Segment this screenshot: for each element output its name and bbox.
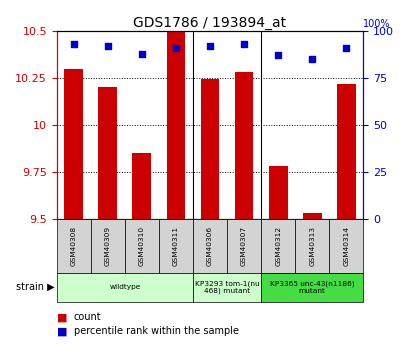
Text: GSM40311: GSM40311 [173,226,179,266]
Point [207,43,213,49]
Text: GSM40310: GSM40310 [139,226,145,266]
Text: GSM40308: GSM40308 [71,226,77,266]
Point [173,45,179,51]
Text: strain ▶: strain ▶ [16,282,55,292]
Text: GSM40312: GSM40312 [275,226,281,266]
Text: count: count [74,313,101,322]
Bar [235,72,253,219]
Bar [167,0,185,219]
Point [343,45,349,51]
Point [105,43,111,49]
Point [309,57,315,62]
Text: ■: ■ [57,326,67,336]
Bar [132,153,151,219]
Bar [337,84,356,219]
Point [241,41,247,47]
Bar [201,79,219,219]
Bar [98,88,117,219]
Text: KP3293 tom-1(nu
468) mutant: KP3293 tom-1(nu 468) mutant [195,280,259,294]
Point [139,51,145,56]
Text: KP3365 unc-43(n1186)
mutant: KP3365 unc-43(n1186) mutant [270,280,354,294]
Text: GSM40307: GSM40307 [241,226,247,266]
Bar [303,214,322,219]
Text: GSM40314: GSM40314 [343,226,349,266]
Point [71,41,77,47]
Text: GSM40306: GSM40306 [207,226,213,266]
Text: 100%: 100% [363,19,391,29]
Text: GDS1786 / 193894_at: GDS1786 / 193894_at [134,16,286,30]
Point [275,53,281,58]
Bar [269,166,288,219]
Text: GSM40313: GSM40313 [309,226,315,266]
Text: GSM40309: GSM40309 [105,226,111,266]
Text: ■: ■ [57,313,67,322]
Bar [64,69,83,219]
Text: percentile rank within the sample: percentile rank within the sample [74,326,239,336]
Text: wildtype: wildtype [109,284,140,290]
